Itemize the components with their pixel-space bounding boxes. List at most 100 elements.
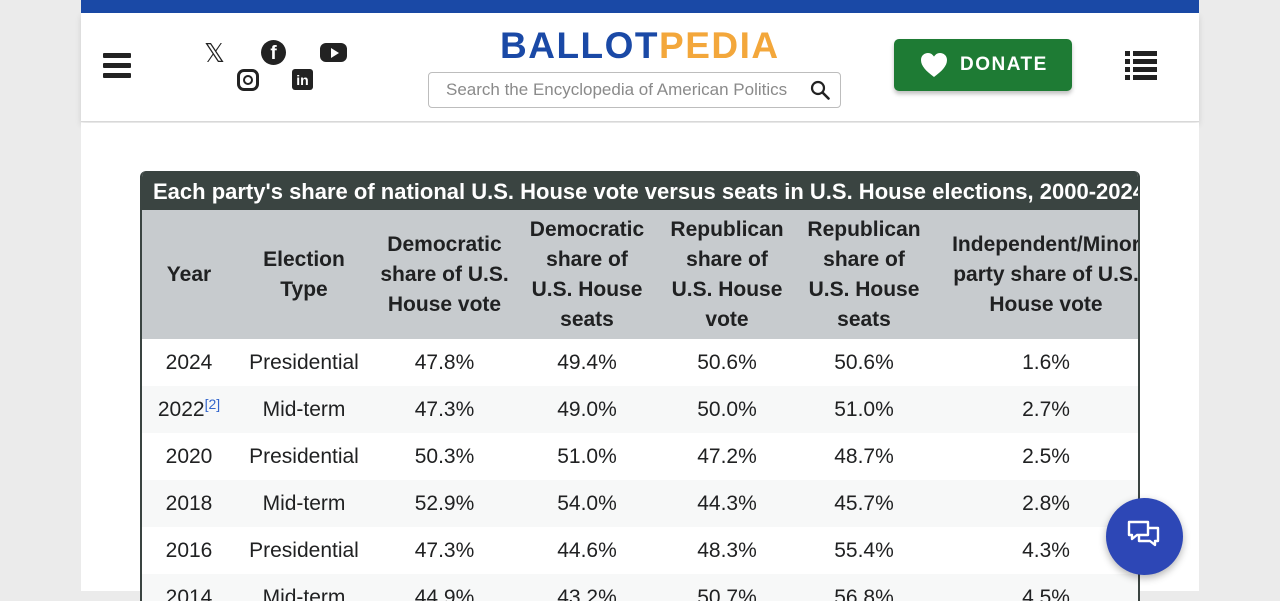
cell-rep-seats: 48.7% [797, 433, 931, 480]
rep-vote-value: 50.7% [697, 586, 757, 601]
dem-seats-value: 44.6% [557, 539, 617, 562]
dem-seats-value: 43.2% [557, 586, 617, 601]
heart-icon [921, 53, 947, 77]
cell-dem-vote: 50.3% [372, 433, 517, 480]
table-header-row: Year Election Type Democratic share of U… [142, 210, 1140, 339]
dem-vote-value: 52.9% [414, 492, 475, 515]
cell-year: 2024 [142, 339, 236, 386]
cell-rep-vote: 48.3% [657, 527, 797, 574]
type-value: Presidential [249, 445, 359, 468]
dem-seats-value: 51.0% [557, 445, 617, 468]
column-header-rep-vote: Republican share of U.S. House vote [670, 217, 784, 331]
rep-vote-value: 50.6% [697, 351, 757, 374]
cell-year: 2022[2] [142, 386, 236, 433]
column-header-dem-seats: Democratic share of U.S. House seats [529, 217, 645, 331]
youtube-icon[interactable] [320, 43, 347, 62]
cell-type: Presidential [236, 339, 372, 386]
cell-year: 2016 [142, 527, 236, 574]
ballotpedia-logo[interactable]: BALLOTPEDIA [500, 25, 780, 67]
cell-dem-vote: 44.9% [372, 574, 517, 601]
ind-vote-value: 4.5% [1022, 586, 1070, 601]
type-value: Presidential [249, 351, 359, 374]
search-icon[interactable] [810, 80, 830, 100]
type-value: Mid-term [262, 398, 346, 421]
facebook-icon[interactable]: f [261, 40, 286, 65]
hamburger-menu-icon[interactable] [103, 53, 131, 79]
table-row: 2020 Presidential 50.3% 51.0% 47.2% 48.7% 2.5% [142, 433, 1138, 480]
dem-seats-value: 54.0% [557, 492, 617, 515]
rep-vote-value: 47.2% [697, 445, 757, 468]
chat-button[interactable] [1106, 498, 1183, 575]
table-row: 2014 Mid-term 44.9% 43.2% 50.7% 56.8% 4.5% [142, 574, 1138, 601]
cell-rep-seats: 56.8% [797, 574, 931, 601]
year-value: 2020 [165, 445, 213, 468]
table-row: 2024 Presidential 47.8% 49.4% 50.6% 50.6% 1.6% [142, 339, 1138, 386]
cell-dem-vote: 47.3% [372, 527, 517, 574]
cell-year: 2018 [142, 480, 236, 527]
cell-ind-vote: 2.5% [931, 433, 1138, 480]
search-input[interactable] [429, 73, 799, 106]
chat-icon [1127, 520, 1160, 547]
dem-vote-value: 47.3% [414, 539, 475, 562]
year-value: 2014 [165, 586, 213, 601]
rep-seats-value: 50.6% [834, 351, 894, 374]
column-header-rep-seats: Republican share of U.S. House seats [807, 217, 921, 331]
table-caption: Each party's share of national U.S. Hous… [142, 171, 1138, 210]
x-icon[interactable]: 𝕏 [204, 39, 225, 69]
cell-dem-seats: 43.2% [517, 574, 657, 601]
page: 𝕏 f in BALLOTPEDIA DONATE Eac [81, 0, 1199, 601]
cell-rep-seats: 55.4% [797, 527, 931, 574]
rep-seats-value: 55.4% [834, 539, 894, 562]
rep-seats-value: 51.0% [834, 398, 894, 421]
table-of-contents-icon[interactable] [1125, 51, 1157, 81]
rep-seats-value: 56.8% [834, 586, 894, 601]
year-value: 2016 [165, 539, 213, 562]
rep-seats-value: 48.7% [834, 445, 894, 468]
column-header-year: Year [166, 262, 212, 286]
cell-year: 2014 [142, 574, 236, 601]
vote-vs-seats-table: Each party's share of national U.S. Hous… [140, 171, 1140, 601]
search-box [428, 72, 841, 108]
cell-ind-vote: 2.8% [931, 480, 1138, 527]
cell-dem-vote: 47.3% [372, 386, 517, 433]
rep-seats-value: 45.7% [834, 492, 894, 515]
dem-vote-value: 47.3% [414, 398, 475, 421]
ind-vote-value: 4.3% [1022, 539, 1070, 562]
cell-rep-seats: 45.7% [797, 480, 931, 527]
rep-vote-value: 48.3% [697, 539, 757, 562]
cell-type: Presidential [236, 527, 372, 574]
cell-year: 2020 [142, 433, 236, 480]
year-value: 2022 [157, 398, 205, 421]
year-value: 2024 [165, 351, 213, 374]
cell-type: Mid-term [236, 480, 372, 527]
logo-part-1: BALLOT [500, 25, 660, 66]
year-value: 2018 [165, 492, 213, 515]
type-value: Presidential [249, 539, 359, 562]
cell-dem-seats: 49.0% [517, 386, 657, 433]
cell-rep-vote: 50.7% [657, 574, 797, 601]
rep-vote-value: 44.3% [697, 492, 757, 515]
column-header-dem-vote: Democratic share of U.S. House vote [380, 232, 509, 316]
donate-label: DONATE [960, 54, 1048, 75]
cell-rep-vote: 50.6% [657, 339, 797, 386]
cell-rep-vote: 50.0% [657, 386, 797, 433]
donate-button[interactable]: DONATE [894, 39, 1072, 91]
cell-type: Mid-term [236, 574, 372, 601]
cell-dem-seats: 51.0% [517, 433, 657, 480]
dem-vote-value: 50.3% [414, 445, 475, 468]
column-header-election-type: Election Type [263, 247, 345, 301]
table-row: 2016 Presidential 47.3% 44.6% 48.3% 55.4% 4.3% [142, 527, 1138, 574]
cell-ind-vote: 1.6% [931, 339, 1138, 386]
logo-part-2: PEDIA [659, 25, 780, 66]
cell-rep-vote: 47.2% [657, 433, 797, 480]
instagram-icon[interactable] [237, 69, 259, 91]
column-header-ind-vote: Independent/Minor party share of U.S. Ho… [952, 232, 1140, 316]
linkedin-icon[interactable]: in [292, 69, 313, 90]
footnote-link[interactable]: [2] [204, 396, 221, 412]
cell-rep-seats: 51.0% [797, 386, 931, 433]
table-row: 2022[2] Mid-term 47.3% 49.0% 50.0% 51.0% 2.7% [142, 386, 1138, 433]
ind-vote-value: 2.7% [1022, 398, 1070, 421]
cell-type: Presidential [236, 433, 372, 480]
type-value: Mid-term [262, 586, 346, 601]
cell-ind-vote: 4.3% [931, 527, 1138, 574]
